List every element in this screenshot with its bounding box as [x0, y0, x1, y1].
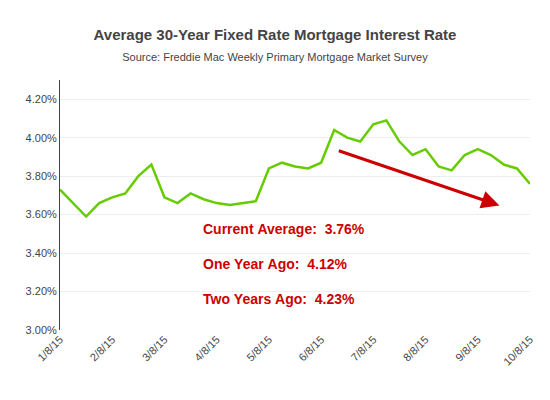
svg-text:Source: Freddie Mac Weekly Pri: Source: Freddie Mac Weekly Primary Mortg…	[122, 51, 428, 63]
svg-text:One Year Ago: 4.12%: One Year Ago: 4.12%	[203, 256, 347, 272]
svg-text:4.20%: 4.20%	[26, 93, 57, 105]
svg-text:3.20%: 3.20%	[26, 285, 57, 297]
svg-text:9/8/15: 9/8/15	[453, 333, 483, 363]
svg-text:Two Years Ago: 4.23%: Two Years Ago: 4.23%	[203, 291, 355, 307]
svg-text:4/8/15: 4/8/15	[192, 333, 222, 363]
svg-text:Current Average: 3.76%: Current Average: 3.76%	[203, 221, 365, 237]
svg-text:3.40%: 3.40%	[26, 247, 57, 259]
svg-text:10/8/15: 10/8/15	[501, 333, 535, 367]
svg-text:2/8/15: 2/8/15	[87, 333, 117, 363]
svg-text:3.60%: 3.60%	[26, 208, 57, 220]
svg-text:3/8/15: 3/8/15	[140, 333, 170, 363]
svg-text:Average 30-Year Fixed Rate Mor: Average 30-Year Fixed Rate Mortgage Inte…	[94, 26, 457, 43]
svg-text:8/8/15: 8/8/15	[401, 333, 431, 363]
svg-text:3.00%: 3.00%	[26, 324, 57, 336]
svg-text:7/8/15: 7/8/15	[349, 333, 379, 363]
svg-text:4.00%: 4.00%	[26, 132, 57, 144]
svg-text:1/8/15: 1/8/15	[35, 333, 65, 363]
svg-text:3.80%: 3.80%	[26, 170, 57, 182]
svg-text:5/8/15: 5/8/15	[244, 333, 274, 363]
svg-text:6/8/15: 6/8/15	[296, 333, 326, 363]
